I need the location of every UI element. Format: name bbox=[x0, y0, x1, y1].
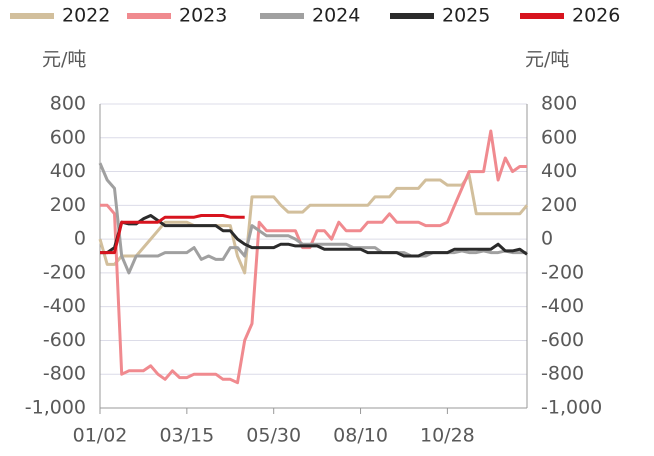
y2-tick-label: -400 bbox=[541, 295, 584, 317]
y-tick-label: -1,000 bbox=[25, 397, 86, 419]
y2-tick-label: 0 bbox=[541, 228, 553, 250]
y-tick-label: 400 bbox=[50, 160, 86, 182]
y-tick-label: 600 bbox=[50, 126, 86, 148]
y2-tick-label: -1,000 bbox=[541, 397, 602, 419]
y2-tick-label: 800 bbox=[541, 93, 577, 115]
legend-label: 2022 bbox=[62, 5, 110, 27]
x-tick-label: 08/10 bbox=[333, 425, 388, 447]
y-tick-label: -400 bbox=[43, 295, 86, 317]
x-tick-label: 10/28 bbox=[420, 425, 475, 447]
series-line bbox=[100, 214, 528, 258]
y2-tick-label: -200 bbox=[541, 261, 584, 283]
y-tick-label: -600 bbox=[43, 329, 86, 351]
y2-tick-label: 400 bbox=[541, 160, 577, 182]
legend-label: 2026 bbox=[572, 5, 620, 27]
series-line bbox=[100, 129, 527, 385]
x-tick-label: 01/02 bbox=[73, 425, 128, 447]
y-tick-label: -200 bbox=[43, 261, 86, 283]
series-line bbox=[98, 173, 529, 275]
y2-tick-label: 600 bbox=[541, 126, 577, 148]
legend-label: 2024 bbox=[312, 5, 360, 27]
y2-tick-label: -600 bbox=[541, 329, 584, 351]
y2-tick-label: -800 bbox=[541, 363, 584, 385]
y-tick-label: 0 bbox=[74, 228, 86, 250]
series-line bbox=[98, 162, 527, 275]
y-axis-label: 元/吨 bbox=[42, 49, 86, 71]
y2-axis-label: 元/吨 bbox=[525, 49, 569, 71]
y-tick-label: 200 bbox=[50, 194, 86, 216]
legend-label: 2025 bbox=[442, 5, 490, 27]
y-tick-label: 800 bbox=[50, 93, 86, 115]
x-tick-label: 05/30 bbox=[246, 425, 301, 447]
y-tick-label: -800 bbox=[43, 363, 86, 385]
legend-label: 2023 bbox=[179, 5, 227, 27]
x-tick-label: 03/15 bbox=[159, 425, 214, 447]
y2-tick-label: 200 bbox=[541, 194, 577, 216]
series-line bbox=[100, 214, 245, 255]
